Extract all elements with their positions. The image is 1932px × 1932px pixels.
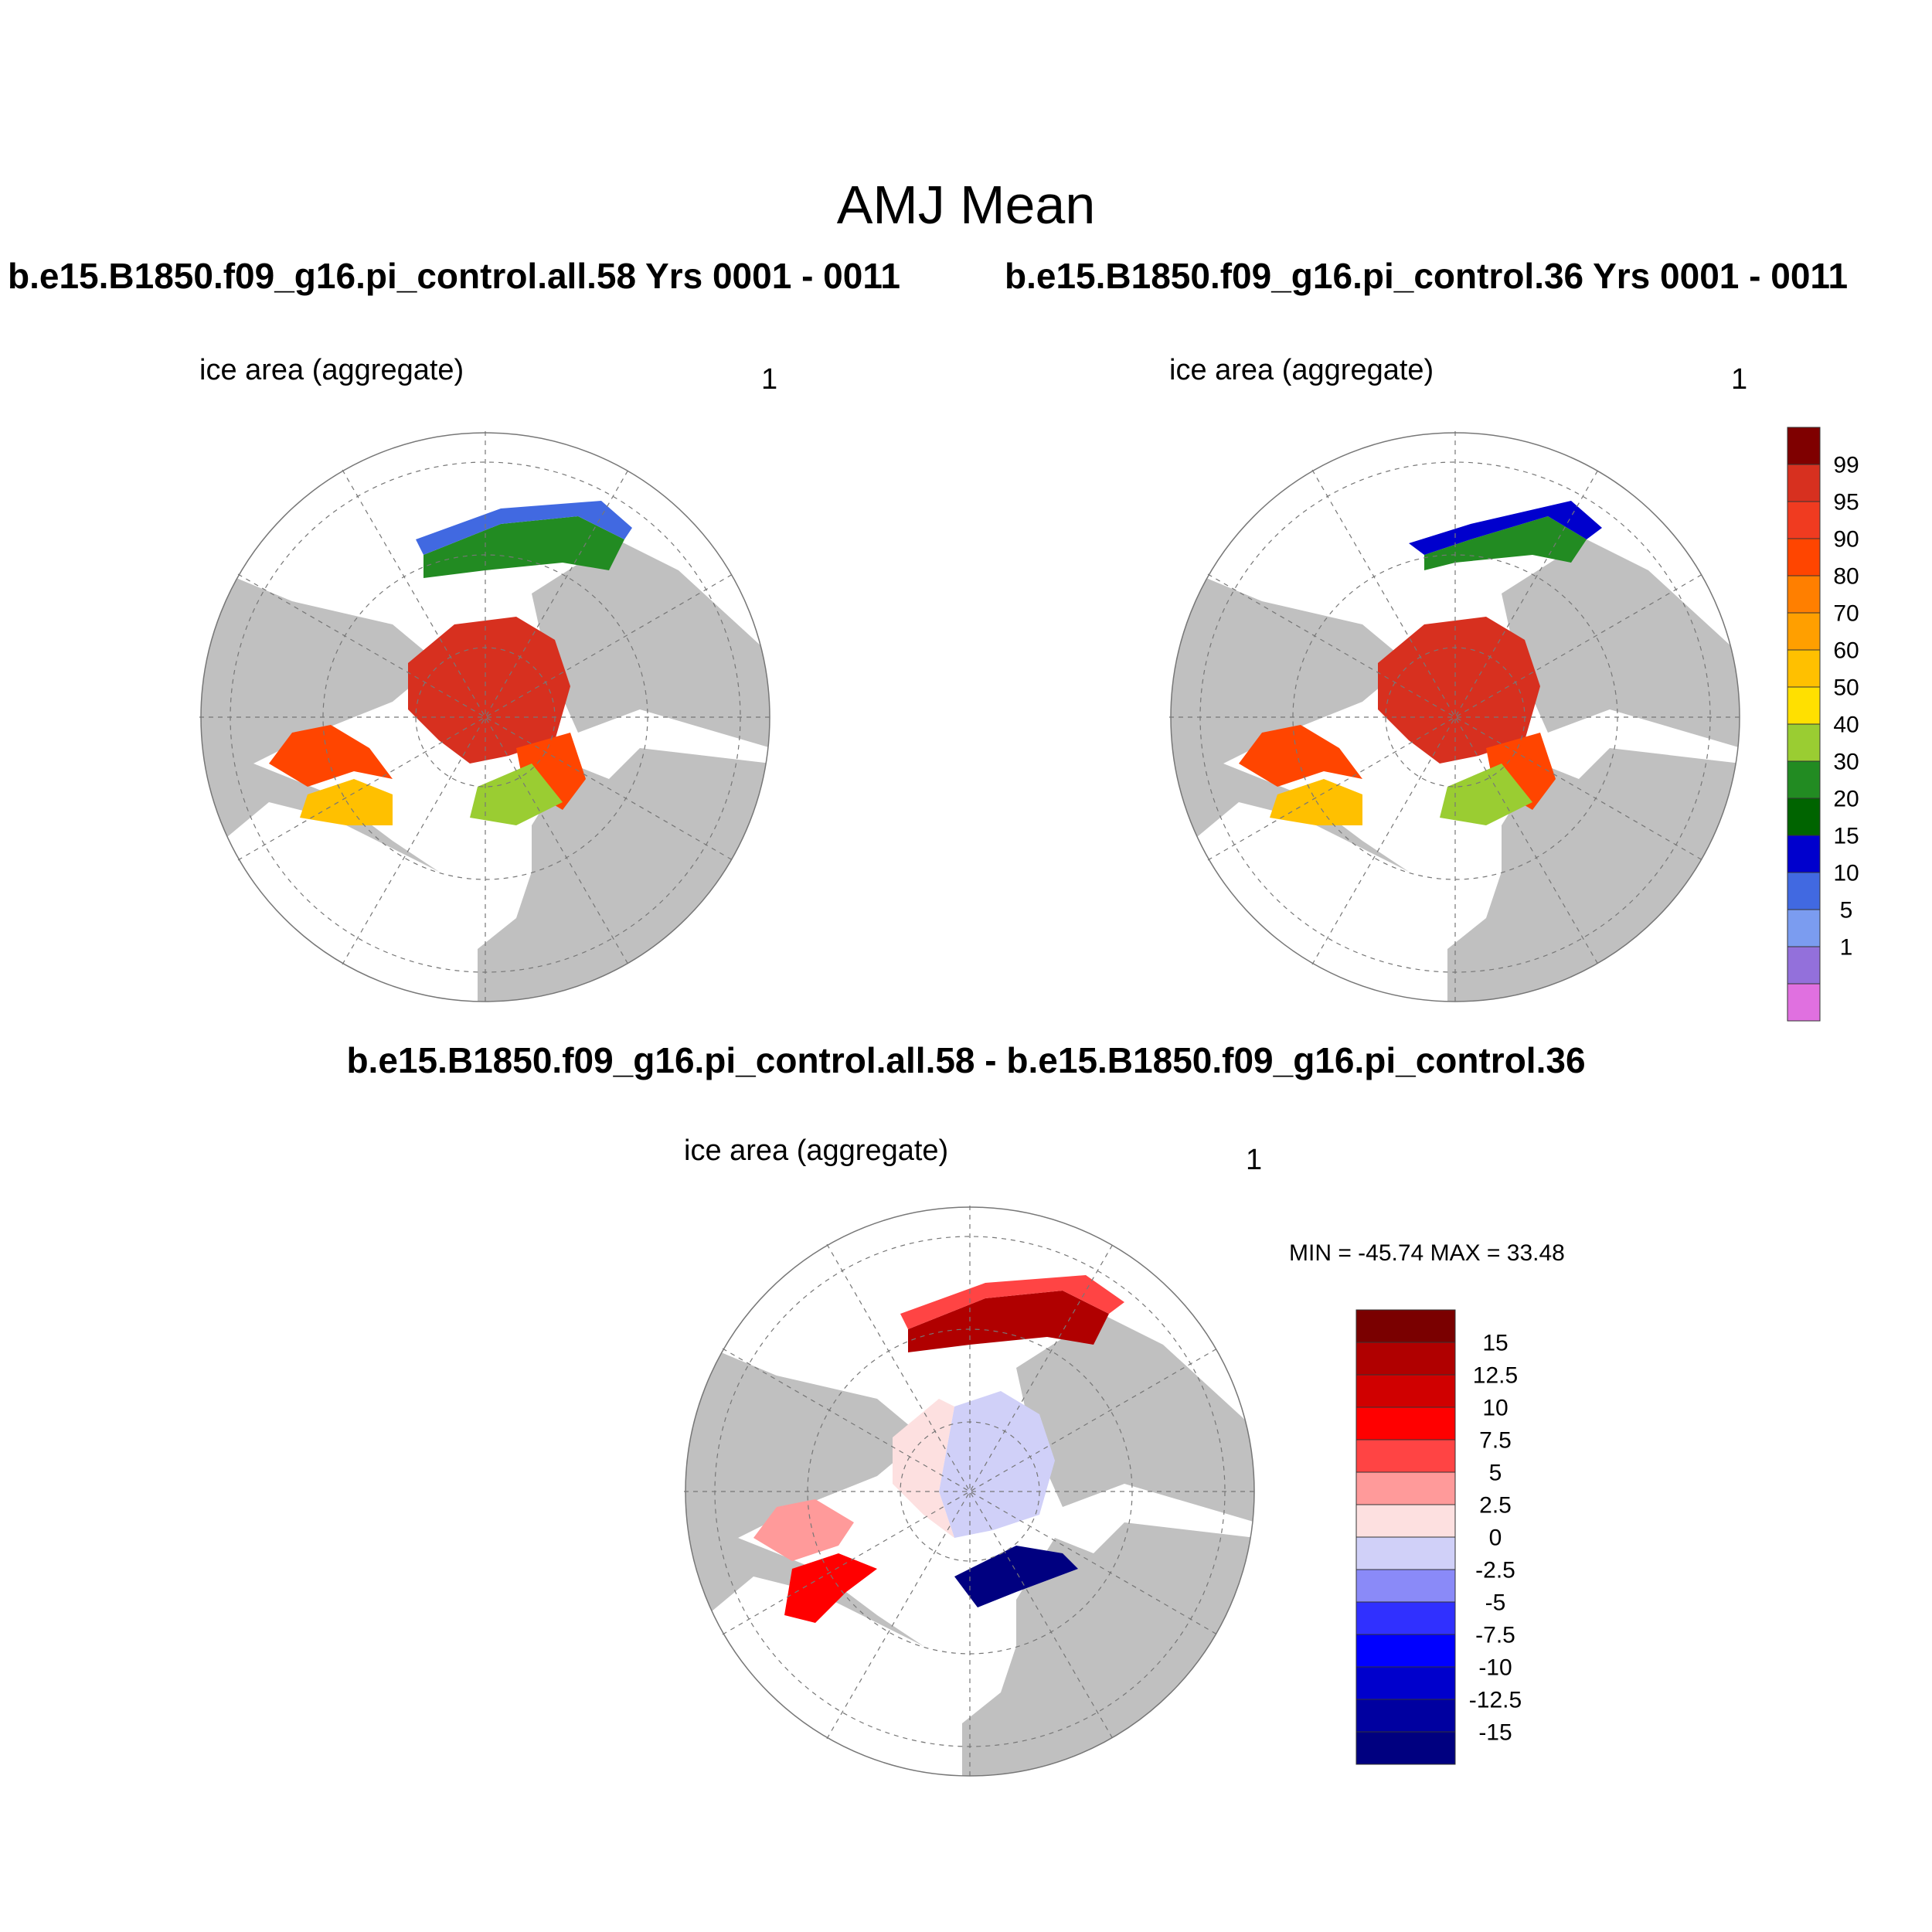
canada-ice [1239,725,1362,787]
difference-colorbar-label: 10 [1482,1396,1508,1421]
hudson-ice-edge [300,779,393,825]
difference-colorbar-label: -12.5 [1469,1688,1522,1713]
canada-land [201,764,470,887]
ice-area-colorbar-swatch [1787,612,1821,651]
figure-title: AMJ Mean [836,175,1096,235]
ice-area-colorbar-swatch [1787,946,1821,985]
arctic-near-zero-positive [893,1399,954,1538]
difference-polar-map [684,1206,1256,1777]
difference-colorbar-label: -5 [1485,1590,1506,1616]
ice-area-colorbar-swatch [1787,835,1821,873]
hudson-ice-edge [1270,779,1362,825]
hudson-positive [784,1553,877,1623]
ice-area-colorbar-label: 80 [1833,564,1859,590]
difference-colorbar-label: 12.5 [1473,1363,1518,1389]
difference-colorbar-swatch [1355,1569,1456,1603]
case1-run-title: b.e15.B1850.f09_g16.pi_control.all.58 Yr… [8,256,900,296]
difference-colorbar-swatch [1355,1406,1456,1440]
eurasia-land-east [1016,1314,1254,1522]
eurasia-land-east [532,539,770,748]
ice-area-colorbar-label: 99 [1833,453,1859,478]
difference-colorbar-swatch [1355,1731,1456,1765]
ice-area-colorbar-swatch [1787,723,1821,762]
difference-colorbar-swatch [1355,1342,1456,1376]
difference-colorbar-label: -10 [1478,1655,1512,1681]
difference-colorbar-label: 0 [1489,1526,1502,1551]
ice-area-colorbar-swatch [1787,983,1821,1022]
ice-area-colorbar-label: 95 [1833,490,1859,515]
ice-area-colorbar-label: 40 [1833,713,1859,738]
ice-area-colorbar-label: 10 [1833,861,1859,886]
ice-area-colorbar-label: 1 [1840,935,1853,961]
atlantic-negative [954,1546,1078,1607]
ice-area-colorbar-label: 15 [1833,824,1859,849]
ice-area-colorbar-label: 90 [1833,527,1859,553]
difference-colorbar-swatch [1355,1309,1456,1343]
difference-colorbar-label: -15 [1478,1720,1512,1746]
difference-min-max: MIN = -45.74 MAX = 33.48 [1289,1240,1565,1266]
difference-colorbar-swatch [1355,1536,1456,1570]
difference-colorbar-swatch [1355,1666,1456,1700]
bering-positive-edge [900,1275,1124,1329]
ice-area-colorbar: 99 95 90 80 70 60 50 40 30 20 15 10 5 1 [1787,427,1859,1022]
arctic-near-zero-negative [939,1391,1055,1538]
ice-area-colorbar-swatch [1787,464,1821,502]
ice-area-colorbar-label: 30 [1833,750,1859,775]
ice-area-colorbar-swatch [1787,427,1821,465]
difference-colorbar-swatch [1355,1601,1456,1635]
difference-colorbar-label: 2.5 [1479,1493,1512,1519]
ice-area-colorbar-swatch [1787,575,1821,614]
eurasia-land-east [1502,539,1740,748]
difference-colorbar-label: 15 [1482,1331,1508,1356]
difference-colorbar-label: -7.5 [1475,1623,1515,1648]
difference-colorbar: 15 12.5 10 7.5 5 2.5 0 -2.5 -5 -7.5 -10 -12.5 -15 [1355,1309,1522,1765]
difference-units-label: 1 [1246,1144,1263,1176]
ice-area-colorbar-swatch [1787,872,1821,910]
difference-colorbar-swatch [1355,1471,1456,1505]
case2-variable-label: ice area (aggregate) [1169,354,1434,386]
difference-colorbar-label: 5 [1489,1461,1502,1486]
case1-variable-label: ice area (aggregate) [199,354,464,386]
case1-polar-map [199,431,771,1003]
difference-colorbar-swatch [1355,1504,1456,1538]
case2-run-title: b.e15.B1850.f09_g16.pi_control.36 Yrs 00… [1005,256,1849,296]
canada-positive [753,1499,854,1561]
canada-land [685,1538,954,1662]
ice-area-colorbar-swatch [1787,798,1821,836]
ice-area-colorbar-swatch [1787,760,1821,799]
ice-area-colorbar-label: 60 [1833,638,1859,664]
case2-polar-map [1169,431,1741,1003]
difference-title: b.e15.B1850.f09_g16.pi_control.all.58 - … [346,1040,1586,1080]
canada-land [1171,764,1440,887]
ice-area-colorbar-label: 70 [1833,601,1859,627]
case2-units-label: 1 [1731,363,1748,396]
ice-area-colorbar-swatch [1787,909,1821,947]
difference-colorbar-swatch [1355,1374,1456,1408]
bering-ice-edge [1409,501,1602,555]
arctic-core-ice [408,617,570,764]
difference-colorbar-swatch [1355,1699,1456,1733]
difference-colorbar-swatch [1355,1439,1456,1473]
case1-units-label: 1 [761,363,778,396]
ice-area-colorbar-swatch [1787,686,1821,725]
arctic-core-ice [1378,617,1540,764]
eurasia-land [685,1337,923,1600]
ice-area-colorbar-swatch [1787,649,1821,688]
difference-variable-label: ice area (aggregate) [684,1134,949,1167]
canada-ice [269,725,393,787]
difference-colorbar-swatch [1355,1634,1456,1668]
ice-area-colorbar-label: 20 [1833,787,1859,812]
difference-colorbar-label: 7.5 [1479,1428,1512,1454]
bering-ice-edge [416,501,632,555]
eurasia-land [1171,563,1409,825]
eurasia-land [201,563,439,825]
ice-area-colorbar-swatch [1787,538,1821,577]
ice-area-colorbar-label: 5 [1840,898,1853,923]
ice-area-colorbar-swatch [1787,501,1821,539]
bering-ice [1424,516,1587,570]
ice-area-colorbar-label: 50 [1833,675,1859,701]
difference-colorbar-label: -2.5 [1475,1558,1515,1583]
